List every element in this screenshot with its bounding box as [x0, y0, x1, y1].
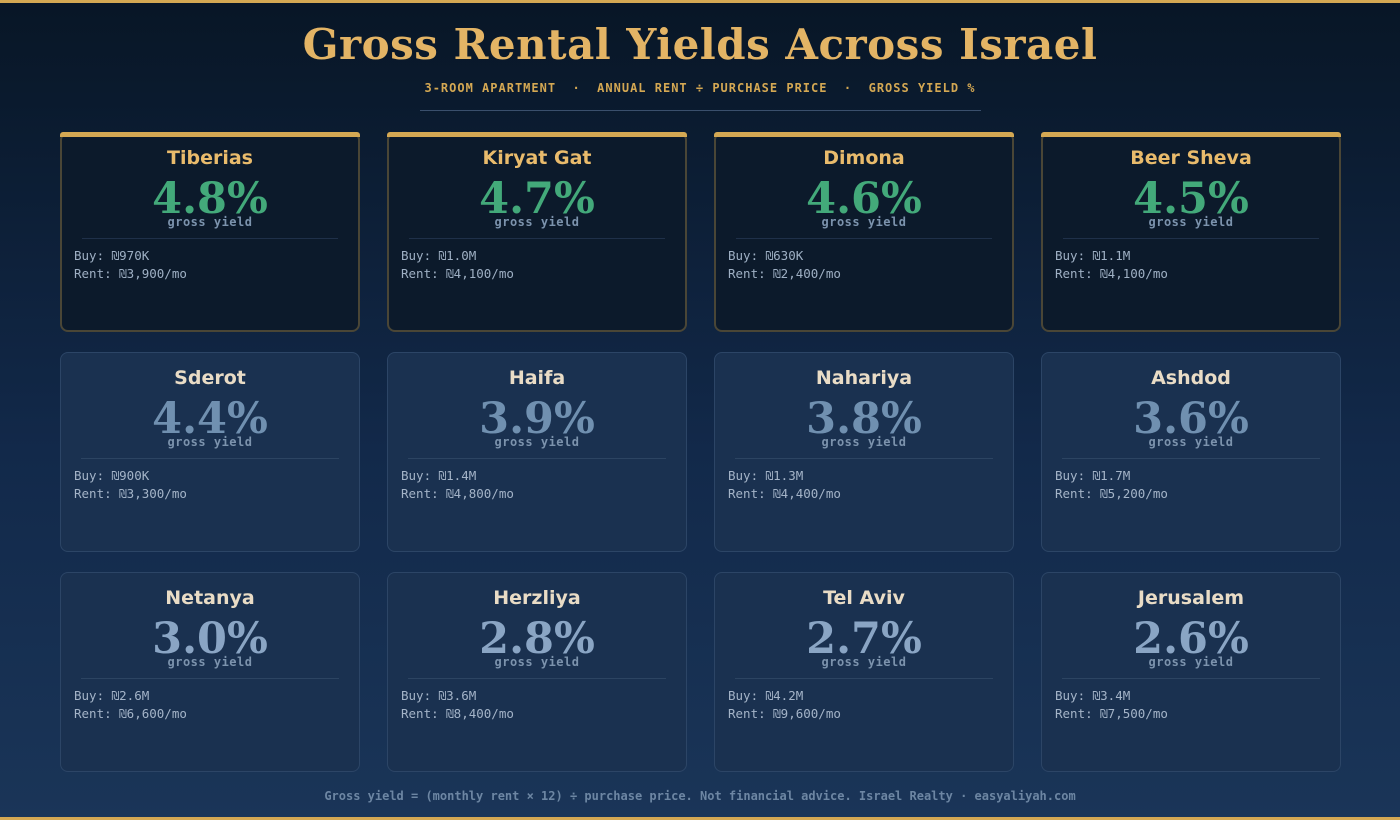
- card-divider: [81, 678, 339, 679]
- yield-label: gross yield: [1148, 435, 1234, 449]
- monthly-rent: Rent: ₪4,100/mo: [1055, 266, 1168, 281]
- card-divider: [1062, 678, 1320, 679]
- yield-label: gross yield: [167, 435, 253, 449]
- card-divider: [735, 458, 993, 459]
- card-divider: [1063, 238, 1319, 239]
- city-name: Haifa: [508, 367, 566, 389]
- yield-value: 3.0%: [152, 614, 268, 664]
- yield-label: gross yield: [1148, 655, 1234, 669]
- yield-value: 2.6%: [1133, 614, 1249, 664]
- card-divider: [81, 458, 339, 459]
- page-subtitle: 3-ROOM APARTMENT · ANNUAL RENT ÷ PURCHAS…: [424, 81, 976, 95]
- city-card-kiryat-gat: Kiryat Gat 4.7% gross yield Buy: ₪1.0M R…: [387, 132, 687, 332]
- buy-price: Buy: ₪1.3M: [728, 468, 804, 483]
- yield-label: gross yield: [167, 655, 253, 669]
- yield-value: 4.8%: [152, 174, 268, 224]
- yield-value: 4.5%: [1133, 174, 1249, 224]
- footer-note: Gross yield = (monthly rent × 12) ÷ purc…: [324, 789, 1076, 803]
- buy-price: Buy: ₪3.4M: [1055, 688, 1131, 703]
- city-card-herzliya: Herzliya 2.8% gross yield Buy: ₪3.6M Ren…: [387, 572, 687, 772]
- city-yield-grid: Tiberias 4.8% gross yield Buy: ₪970K Ren…: [60, 132, 1341, 772]
- buy-price: Buy: ₪4.2M: [728, 688, 804, 703]
- card-divider: [82, 238, 338, 239]
- yield-label: gross yield: [167, 215, 253, 229]
- city-card-haifa: Haifa 3.9% gross yield Buy: ₪1.4M Rent: …: [387, 352, 687, 552]
- city-card-ashdod: Ashdod 3.6% gross yield Buy: ₪1.7M Rent:…: [1041, 352, 1341, 552]
- monthly-rent: Rent: ₪5,200/mo: [1055, 486, 1168, 501]
- monthly-rent: Rent: ₪4,400/mo: [728, 486, 841, 501]
- buy-price: Buy: ₪2.6M: [74, 688, 150, 703]
- monthly-rent: Rent: ₪8,400/mo: [401, 706, 514, 721]
- page-title: Gross Rental Yields Across Israel: [302, 20, 1098, 69]
- buy-price: Buy: ₪900K: [74, 468, 150, 483]
- buy-price: Buy: ₪3.6M: [401, 688, 477, 703]
- buy-price: Buy: ₪1.1M: [1055, 248, 1131, 263]
- monthly-rent: Rent: ₪4,800/mo: [401, 486, 514, 501]
- yield-value: 4.4%: [152, 394, 268, 444]
- buy-price: Buy: ₪1.7M: [1055, 468, 1131, 483]
- city-card-dimona: Dimona 4.6% gross yield Buy: ₪630K Rent:…: [714, 132, 1014, 332]
- city-name: Tel Aviv: [823, 587, 905, 609]
- city-card-nahariya: Nahariya 3.8% gross yield Buy: ₪1.3M Ren…: [714, 352, 1014, 552]
- card-divider: [735, 678, 993, 679]
- monthly-rent: Rent: ₪4,100/mo: [401, 266, 514, 281]
- city-card-sderot: Sderot 4.4% gross yield Buy: ₪900K Rent:…: [60, 352, 360, 552]
- yield-value: 4.7%: [479, 174, 595, 224]
- buy-price: Buy: ₪1.0M: [401, 248, 477, 263]
- yield-label: gross yield: [821, 435, 907, 449]
- yield-label: gross yield: [1148, 215, 1234, 229]
- yield-label: gross yield: [494, 435, 580, 449]
- card-divider: [408, 678, 666, 679]
- city-name: Herzliya: [493, 587, 581, 609]
- yield-label: gross yield: [821, 215, 907, 229]
- city-name: Nahariya: [815, 367, 913, 389]
- city-card-beer-sheva: Beer Sheva 4.5% gross yield Buy: ₪1.1M R…: [1041, 132, 1341, 332]
- monthly-rent: Rent: ₪3,300/mo: [74, 486, 187, 501]
- monthly-rent: Rent: ₪9,600/mo: [728, 706, 841, 721]
- monthly-rent: Rent: ₪3,900/mo: [74, 266, 187, 281]
- yield-label: gross yield: [494, 655, 580, 669]
- yield-value: 3.8%: [806, 394, 922, 444]
- monthly-rent: Rent: ₪7,500/mo: [1055, 706, 1168, 721]
- buy-price: Buy: ₪970K: [74, 248, 150, 263]
- card-divider: [408, 458, 666, 459]
- top-gold-rule: [0, 0, 1400, 3]
- yield-value: 2.8%: [479, 614, 595, 664]
- yield-value: 2.7%: [806, 614, 922, 664]
- yield-value: 4.6%: [806, 174, 922, 224]
- buy-price: Buy: ₪630K: [728, 248, 804, 263]
- city-name: Netanya: [165, 587, 255, 609]
- city-name: Ashdod: [1151, 367, 1231, 389]
- card-divider: [1062, 458, 1320, 459]
- city-card-tel-aviv: Tel Aviv 2.7% gross yield Buy: ₪4.2M Ren…: [714, 572, 1014, 772]
- city-card-jerusalem: Jerusalem 2.6% gross yield Buy: ₪3.4M Re…: [1041, 572, 1341, 772]
- card-divider: [409, 238, 665, 239]
- monthly-rent: Rent: ₪2,400/mo: [728, 266, 841, 281]
- city-name: Tiberias: [167, 147, 253, 169]
- yield-value: 3.9%: [479, 394, 595, 444]
- yield-label: gross yield: [494, 215, 580, 229]
- city-name: Beer Sheva: [1130, 147, 1252, 169]
- city-name: Kiryat Gat: [482, 147, 592, 169]
- buy-price: Buy: ₪1.4M: [401, 468, 477, 483]
- subtitle-divider: [420, 110, 981, 111]
- city-name: Sderot: [174, 367, 246, 389]
- yield-label: gross yield: [821, 655, 907, 669]
- city-card-tiberias: Tiberias 4.8% gross yield Buy: ₪970K Ren…: [60, 132, 360, 332]
- card-divider: [736, 238, 992, 239]
- city-name: Jerusalem: [1137, 587, 1245, 609]
- city-name: Dimona: [823, 147, 905, 169]
- bottom-gold-rule: [0, 817, 1400, 820]
- city-card-netanya: Netanya 3.0% gross yield Buy: ₪2.6M Rent…: [60, 572, 360, 772]
- monthly-rent: Rent: ₪6,600/mo: [74, 706, 187, 721]
- yield-value: 3.6%: [1133, 394, 1249, 444]
